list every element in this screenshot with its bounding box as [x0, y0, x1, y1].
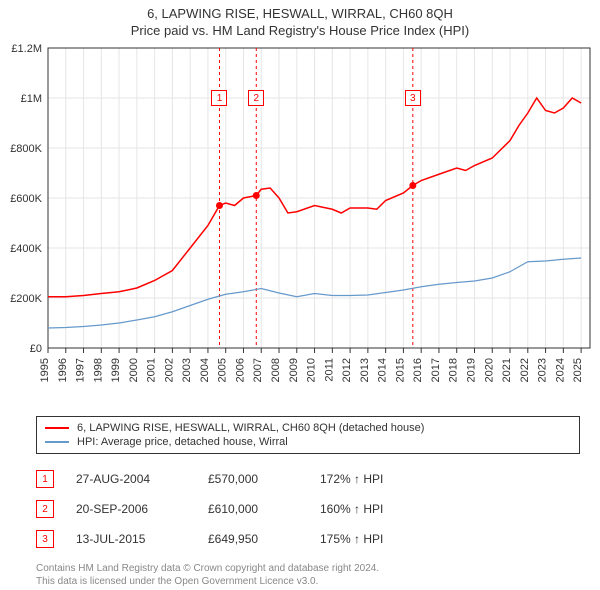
svg-text:2022: 2022 [519, 358, 531, 382]
svg-text:2000: 2000 [128, 358, 140, 382]
svg-text:1995: 1995 [39, 358, 51, 382]
event-row: 1 27-AUG-2004 £570,000 172% ↑ HPI [36, 464, 580, 494]
svg-text:2009: 2009 [288, 358, 300, 382]
svg-text:1999: 1999 [110, 358, 122, 382]
svg-text:2011: 2011 [323, 358, 335, 382]
legend: 6, LAPWING RISE, HESWALL, WIRRAL, CH60 8… [36, 416, 580, 454]
event-date: 13-JUL-2015 [76, 532, 186, 546]
chart-area: £0 £200K £400K £600K £800K £1M £1.2M 1995 1996 19… [0, 38, 600, 408]
event-price: £649,950 [208, 532, 298, 546]
svg-text:2018: 2018 [448, 358, 460, 382]
event-pct: 175% ↑ HPI [320, 532, 420, 546]
credits-line1: Contains HM Land Registry data © Crown c… [36, 562, 580, 575]
svg-text:£0: £0 [30, 343, 42, 355]
svg-text:2013: 2013 [359, 358, 371, 382]
svg-text:2017: 2017 [430, 358, 442, 382]
svg-text:2020: 2020 [483, 358, 495, 382]
svg-text:£600K: £600K [10, 193, 42, 205]
svg-text:2024: 2024 [554, 358, 566, 382]
chart-event-marker: 1 [211, 90, 227, 106]
svg-text:2023: 2023 [537, 358, 549, 382]
svg-text:1998: 1998 [92, 358, 104, 382]
svg-text:2015: 2015 [394, 358, 406, 382]
event-pct: 160% ↑ HPI [320, 502, 420, 516]
svg-text:2002: 2002 [163, 358, 175, 382]
svg-text:2021: 2021 [501, 358, 513, 382]
svg-text:2007: 2007 [252, 358, 264, 382]
legend-item: 6, LAPWING RISE, HESWALL, WIRRAL, CH60 8… [45, 421, 571, 435]
svg-text:2010: 2010 [306, 358, 318, 382]
title-address: 6, LAPWING RISE, HESWALL, WIRRAL, CH60 8… [0, 6, 600, 21]
svg-text:2006: 2006 [234, 358, 246, 382]
event-number: 1 [36, 470, 54, 488]
event-date: 20-SEP-2006 [76, 502, 186, 516]
event-date: 27-AUG-2004 [76, 472, 186, 486]
chart-event-marker: 2 [248, 90, 264, 106]
svg-text:2005: 2005 [217, 358, 229, 382]
event-list: 1 27-AUG-2004 £570,000 172% ↑ HPI 2 20-SEP-20… [36, 464, 580, 554]
event-pct: 172% ↑ HPI [320, 472, 420, 486]
event-row: 3 13-JUL-2015 £649,950 175% ↑ HPI [36, 524, 580, 554]
svg-text:2014: 2014 [377, 358, 389, 382]
svg-text:£400K: £400K [10, 243, 42, 255]
svg-text:£1.2M: £1.2M [11, 43, 42, 55]
chart-svg: £0 £200K £400K £600K £800K £1M £1.2M 1995 1996 19… [0, 38, 600, 408]
svg-text:2001: 2001 [146, 358, 158, 382]
credits-line2: This data is licensed under the Open Gov… [36, 575, 580, 588]
event-price: £570,000 [208, 472, 298, 486]
svg-text:2003: 2003 [181, 358, 193, 382]
legend-swatch [45, 427, 69, 429]
event-price: £610,000 [208, 502, 298, 516]
legend-swatch [45, 441, 69, 443]
legend-label: 6, LAPWING RISE, HESWALL, WIRRAL, CH60 8… [77, 422, 424, 434]
svg-text:2008: 2008 [270, 358, 282, 382]
event-row: 2 20-SEP-2006 £610,000 160% ↑ HPI [36, 494, 580, 524]
svg-text:2012: 2012 [341, 358, 353, 382]
svg-text:2019: 2019 [465, 358, 477, 382]
svg-text:2004: 2004 [199, 358, 211, 382]
svg-text:1996: 1996 [57, 358, 69, 382]
chart-event-marker: 3 [405, 90, 421, 106]
chart-titles: 6, LAPWING RISE, HESWALL, WIRRAL, CH60 8… [0, 0, 600, 38]
svg-text:£1M: £1M [21, 93, 42, 105]
svg-text:£200K: £200K [10, 293, 42, 305]
title-subtitle: Price paid vs. HM Land Registry's House … [0, 23, 600, 38]
svg-text:1997: 1997 [75, 358, 87, 382]
svg-text:£800K: £800K [10, 143, 42, 155]
legend-label: HPI: Average price, detached house, Wirr… [77, 436, 288, 448]
event-number: 2 [36, 500, 54, 518]
svg-text:2025: 2025 [572, 358, 584, 382]
event-number: 3 [36, 530, 54, 548]
svg-text:2016: 2016 [412, 358, 424, 382]
credits: Contains HM Land Registry data © Crown c… [36, 562, 580, 588]
legend-item: HPI: Average price, detached house, Wirr… [45, 435, 571, 449]
